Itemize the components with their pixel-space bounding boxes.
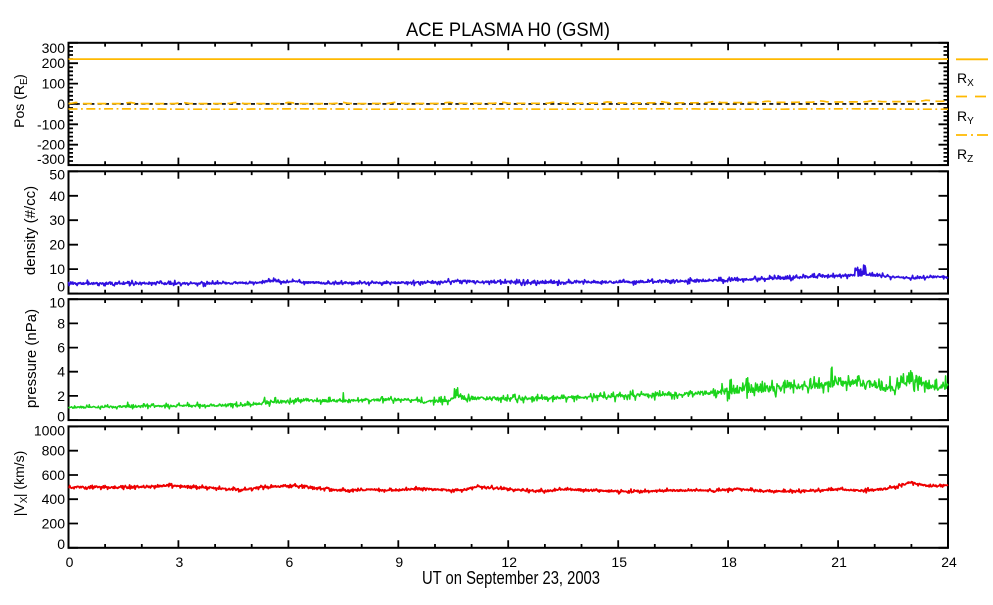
svg-text:100: 100 xyxy=(42,76,66,92)
svg-text:3: 3 xyxy=(176,554,184,570)
svg-text:600: 600 xyxy=(42,467,66,483)
svg-text:200: 200 xyxy=(42,516,66,532)
svg-text:18: 18 xyxy=(721,554,737,570)
svg-text:0: 0 xyxy=(57,96,65,112)
svg-text:6: 6 xyxy=(286,554,294,570)
svg-text:30: 30 xyxy=(49,212,65,228)
svg-text:0: 0 xyxy=(57,279,65,295)
svg-text:4: 4 xyxy=(57,364,65,380)
svg-text:ACE PLASMA H0 (GSM): ACE PLASMA H0 (GSM) xyxy=(406,20,610,41)
svg-text:800: 800 xyxy=(42,443,66,459)
svg-text:10: 10 xyxy=(49,294,65,310)
svg-text:1000: 1000 xyxy=(34,423,65,439)
svg-text:0: 0 xyxy=(66,554,74,570)
svg-text:200: 200 xyxy=(42,55,66,71)
svg-text:UT on September 23, 2003: UT on September 23, 2003 xyxy=(422,568,600,588)
svg-text:0: 0 xyxy=(57,409,65,425)
svg-text:-300: -300 xyxy=(37,151,65,167)
svg-text:pressure (nPa): pressure (nPa) xyxy=(23,309,40,408)
svg-text:12: 12 xyxy=(501,554,517,570)
svg-text:300: 300 xyxy=(42,40,66,56)
svg-text:50: 50 xyxy=(49,167,65,183)
svg-text:2: 2 xyxy=(57,388,65,404)
svg-text:40: 40 xyxy=(49,188,65,204)
svg-text:6: 6 xyxy=(57,340,65,356)
svg-text:8: 8 xyxy=(57,315,65,331)
svg-text:|VX​| (km/s): |VX​| (km/s) xyxy=(11,451,30,517)
svg-text:density (#/cc): density (#/cc) xyxy=(22,186,39,275)
svg-text:10: 10 xyxy=(49,261,65,277)
svg-text:0: 0 xyxy=(57,536,65,552)
svg-text:400: 400 xyxy=(42,491,66,507)
svg-text:-100: -100 xyxy=(37,116,65,132)
svg-text:9: 9 xyxy=(395,554,403,570)
svg-text:21: 21 xyxy=(831,554,847,570)
svg-text:20: 20 xyxy=(49,237,65,253)
svg-text:24: 24 xyxy=(941,554,957,570)
svg-text:15: 15 xyxy=(611,554,627,570)
svg-text:Pos (RE​): Pos (RE​) xyxy=(11,74,30,128)
svg-text:-200: -200 xyxy=(37,137,65,153)
